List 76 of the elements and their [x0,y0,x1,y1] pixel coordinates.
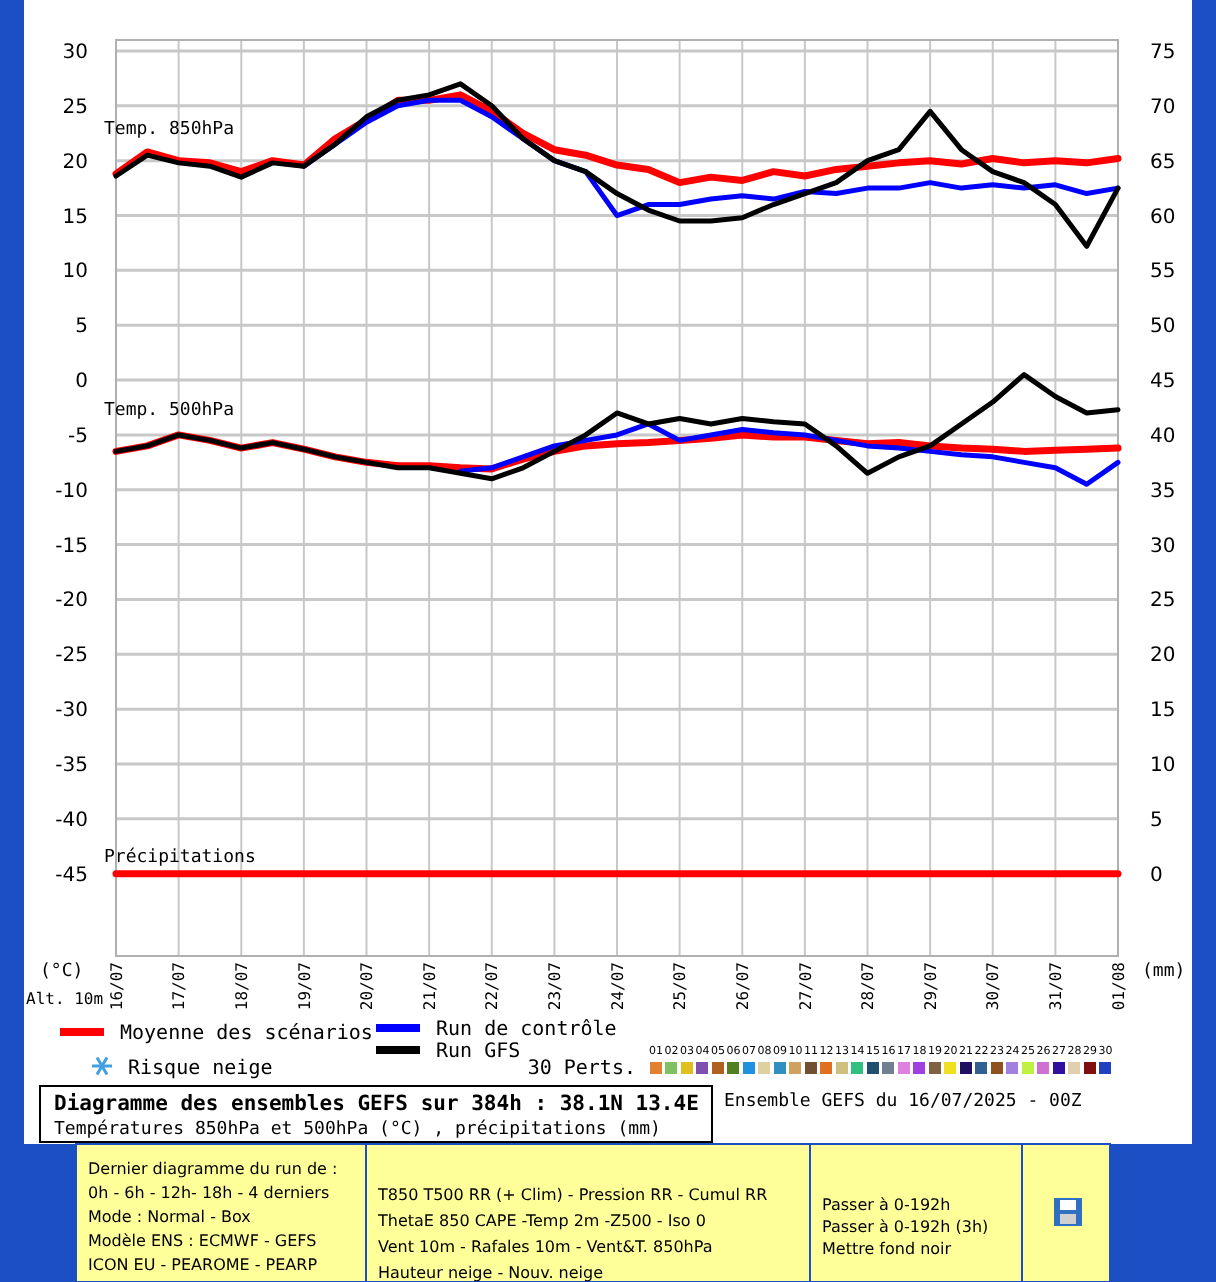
y2-tick-label: 60 [1150,206,1176,229]
text: Modèle ENS : ECMWF - GEFS [88,1232,317,1250]
y2-tick-label: 75 [1150,41,1176,64]
x-tick-label: 21/07 [420,961,439,1011]
text: 30 Perts. [527,1058,636,1080]
text: T850 T500 RR (+ Clim) - Pression RR - Cumul RR [376,1186,769,1204]
y-tick-label: -10 [55,480,88,503]
y-tick-label: -15 [55,535,88,558]
text: Passer à 0-192h [822,1196,951,1214]
y2-tick-label: 55 [1150,261,1176,284]
y2-tick-label: 45 [1150,371,1176,394]
y-tick-label: 0 [75,371,88,394]
text: ThetaE 850 CAPE -Temp 2m -Z500 - Iso 0 [376,1212,706,1230]
text: Mettre fond noir [822,1240,953,1258]
y2-tick-label: 0 [1150,864,1163,887]
annotation: Temp. 850hPa [104,119,235,140]
x-tick-label: 28/07 [859,961,878,1011]
text: Mode : Normal - Box [88,1208,252,1226]
y2-tick-label: 65 [1150,151,1176,174]
x-tick-label: 01/08 [1109,961,1128,1011]
y2-tick-label: 40 [1150,425,1176,448]
x-tick-label: 17/07 [170,961,189,1011]
text: Ensemble GEFS du 16/07/2025 - 00Z [724,1092,1083,1112]
text: Dernier diagramme du run de : [88,1160,338,1178]
y-tick-label: 20 [62,151,88,174]
y-tick-label: 5 [75,316,88,339]
y-tick-label: -20 [55,590,88,613]
y-tick-label: 25 [62,96,88,119]
text: Températures 850hPa et 500hPa (°C) , précipitations (mm) [54,1118,661,1140]
x-tick-label: 19/07 [295,961,314,1011]
text: Hauteur neige - Nouv. neige [378,1264,604,1282]
x-tick-label: 25/07 [671,961,690,1011]
y-tick-label: -35 [55,755,88,778]
y2-tick-label: 70 [1150,96,1176,119]
legend-label: Run GFS [436,1041,521,1063]
x-tick-label: 24/07 [608,961,627,1011]
y-axis-title: (°C) [40,962,84,982]
text: Diagramme des ensembles GEFS sur 384h : 38.1N 13.4E [54,1092,699,1116]
y2-axis-title: (mm) [1142,962,1186,982]
x-tick-label: 30/07 [984,961,1003,1011]
y-tick-label: 10 [62,261,88,284]
text: ICON EU - PEAROME - PEARP [88,1256,318,1274]
y2-tick-label: 15 [1150,700,1176,723]
legend-label: Run de contrôle [436,1019,617,1041]
x-tick-label: 31/07 [1046,961,1065,1011]
text: Vent 10m - Rafales 10m - Vent&T. 850hPa [378,1238,713,1256]
annotation: Temp. 500hPa [104,400,235,421]
annotation: Précipitations [104,845,256,868]
y-tick-label: 30 [62,41,88,64]
x-tick-label: 26/07 [733,961,752,1011]
x-tick-label: 18/07 [232,961,251,1011]
line-series [457,421,1121,487]
text: Alt. 10m [26,990,104,1008]
y2-tick-label: 35 [1150,480,1176,503]
y2-tick-label: 50 [1150,316,1176,339]
x-tick-label: 29/07 [921,961,940,1011]
y2-tick-label: 5 [1150,809,1163,832]
x-tick-label: 16/07 [107,961,126,1011]
y-tick-label: 15 [62,206,88,229]
text: 0h - 6h - 12h- 18h - 4 derniers [88,1184,330,1202]
text: Risque neige [128,1058,273,1080]
y-tick-label: -45 [55,864,88,887]
x-tick-label: 23/07 [545,961,564,1011]
x-tick-label: 20/07 [358,961,377,1011]
x-tick-label: 27/07 [796,961,815,1011]
y-tick-label: -40 [55,809,88,832]
y2-tick-label: 20 [1150,645,1176,668]
y2-tick-label: 30 [1150,535,1176,558]
legend-label: Moyenne des scénarios [120,1023,373,1045]
y-tick-label: -5 [68,425,88,448]
y-tick-label: -25 [55,645,88,668]
y-tick-label: -30 [55,700,88,723]
y2-tick-label: 25 [1150,590,1176,613]
text: Passer à 0-192h (3h) [822,1218,989,1236]
x-tick-label: 22/07 [483,961,502,1011]
y2-tick-label: 10 [1150,755,1176,778]
